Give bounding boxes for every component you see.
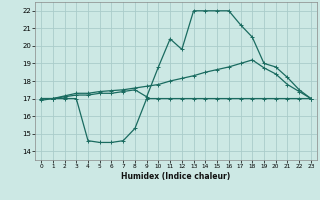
X-axis label: Humidex (Indice chaleur): Humidex (Indice chaleur) [121, 172, 231, 181]
